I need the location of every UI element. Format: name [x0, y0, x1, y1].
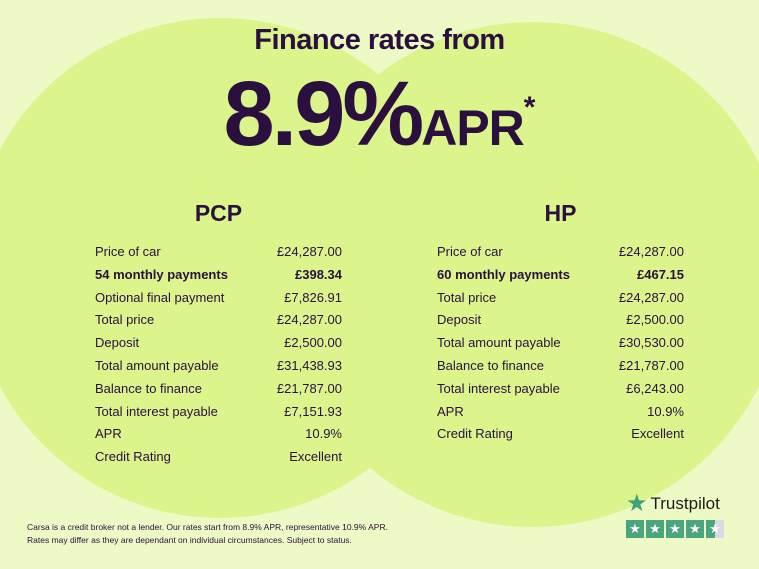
row-value: £2,500.00: [284, 335, 342, 351]
table-row: Optional final payment £7,826.91: [95, 287, 342, 310]
table-row: APR 10.9%: [95, 423, 342, 446]
row-value: £31,438.93: [276, 357, 342, 373]
pcp-table: PCP Price of car £24,287.00 54 monthly pay…: [95, 200, 342, 469]
row-label: Price of car: [437, 244, 503, 259]
table-row: Credit Rating Excellent: [437, 423, 684, 446]
rate-asterisk: *: [523, 91, 536, 124]
row-value: £24,287.00: [618, 289, 684, 305]
row-label: Balance to finance: [437, 357, 544, 373]
rating-star-icon: ★: [706, 520, 724, 538]
pcp-title: PCP: [194, 200, 243, 226]
row-label: Total price: [437, 289, 497, 305]
table-row: 54 monthly payments £398.34: [95, 264, 342, 287]
row-label: Credit Rating: [95, 449, 171, 465]
row-label: APR: [95, 426, 122, 442]
table-row: Total price £24,287.00: [437, 287, 684, 310]
row-value: £24,287.00: [276, 312, 342, 328]
row-label: 54 monthly payments: [95, 266, 228, 282]
row-label: Price of car: [95, 244, 161, 259]
row-value: £21,787.00: [276, 380, 342, 396]
row-value: £6,243.00: [626, 380, 684, 396]
row-label: Total interest payable: [437, 380, 560, 396]
background-circle-right: [280, 22, 759, 527]
row-label: Credit Rating: [437, 426, 513, 442]
row-label: 60 monthly payments: [437, 266, 570, 282]
table-row: 60 monthly payments £467.15: [437, 264, 684, 287]
table-row: APR 10.9%: [437, 401, 684, 424]
row-value: £398.34: [295, 266, 342, 282]
rate-display: 8.9%APR*: [0, 62, 759, 167]
trustpilot-badge: ★ Trustpilot ★ ★ ★ ★ ★: [626, 490, 724, 538]
row-value: Excellent: [631, 426, 684, 442]
row-value: £24,287.00: [276, 244, 342, 259]
trustpilot-rating: ★ ★ ★ ★ ★: [626, 520, 724, 538]
table-row: Total amount payable £30,530.00: [437, 332, 684, 355]
row-value: £467.15: [637, 266, 684, 282]
disclaimer-line-2: Rates may differ as they are dependant o…: [27, 534, 352, 545]
row-label: Optional final payment: [95, 289, 225, 305]
table-row: Balance to finance £21,787.00: [95, 378, 342, 401]
row-label: Deposit: [437, 312, 482, 328]
rate-apr-label: APR: [421, 100, 525, 156]
row-label: Balance to finance: [95, 380, 202, 396]
row-value: 10.9%: [647, 403, 684, 419]
rating-star-icon: ★: [646, 520, 664, 538]
table-row: Deposit £2,500.00: [437, 309, 684, 332]
table-row: Credit Rating Excellent: [95, 446, 342, 469]
hp-title: HP: [544, 200, 577, 226]
row-value: £21,787.00: [618, 357, 684, 373]
headline: Finance rates from: [254, 24, 505, 56]
trustpilot-star-icon: ★: [626, 490, 648, 517]
row-value: 10.9%: [305, 426, 342, 442]
row-value: Excellent: [289, 449, 342, 465]
table-row: Deposit £2,500.00: [95, 332, 342, 355]
rating-star-icon: ★: [666, 520, 684, 538]
row-label: Total amount payable: [437, 335, 561, 351]
rating-star-icon: ★: [626, 520, 644, 538]
row-label: APR: [437, 403, 464, 419]
table-row: Balance to finance £21,787.00: [437, 355, 684, 378]
row-label: Deposit: [95, 335, 140, 351]
row-value: £7,826.91: [284, 289, 342, 305]
row-value: £24,287.00: [618, 244, 684, 259]
row-value: £2,500.00: [626, 312, 684, 328]
table-row: Total interest payable £7,151.93: [95, 401, 342, 424]
row-label: Total price: [95, 312, 155, 328]
trustpilot-name: Trustpilot: [650, 494, 720, 513]
table-row: Total interest payable £6,243.00: [437, 378, 684, 401]
row-value: £30,530.00: [618, 335, 684, 351]
row-label: Total interest payable: [95, 403, 218, 419]
table-row: Total price £24,287.00: [95, 309, 342, 332]
table-row: Price of car £24,287.00: [95, 241, 342, 264]
disclaimer: Carsa is a credit broker not a lender. O…: [27, 521, 388, 546]
rating-star-icon: ★: [686, 520, 704, 538]
disclaimer-line-1: Carsa is a credit broker not a lender. O…: [27, 522, 388, 532]
table-row: Total amount payable £31,438.93: [95, 355, 342, 378]
row-value: £7,151.93: [284, 403, 342, 419]
hp-table: HP Price of car £24,287.00 60 monthly paym…: [437, 200, 684, 446]
rate-value: 8.9%: [223, 63, 425, 165]
table-row: Price of car £24,287.00: [437, 241, 684, 264]
row-label: Total amount payable: [95, 357, 219, 373]
